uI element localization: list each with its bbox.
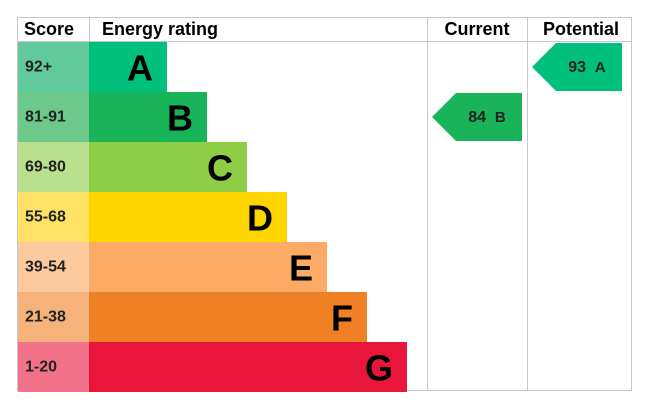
rating-bar <box>89 242 327 292</box>
score-label: 81-91 <box>25 109 66 126</box>
potential-arrow <box>532 43 622 91</box>
header-score: Score <box>24 19 74 39</box>
potential-letter: A <box>595 59 606 76</box>
current-label: 84 B <box>468 109 506 126</box>
rating-bar <box>89 142 247 192</box>
score-cell <box>18 342 89 392</box>
score-cell <box>18 292 89 342</box>
header-rating: Energy rating <box>102 19 218 39</box>
rating-bar <box>89 92 207 142</box>
rating-bar <box>89 192 287 242</box>
rating-bar <box>89 292 367 342</box>
current-letter: B <box>495 109 506 126</box>
score-cell <box>18 92 89 142</box>
current-value: 84 <box>468 109 486 126</box>
rating-letter: G <box>365 348 393 389</box>
score-label: 21-38 <box>25 309 66 326</box>
score-label: 39-54 <box>25 259 66 276</box>
score-cell <box>18 192 89 242</box>
potential-label: 93 A <box>568 59 606 76</box>
header-current: Current <box>444 19 509 39</box>
score-cell <box>18 142 89 192</box>
rating-letter: A <box>127 48 153 89</box>
rating-letter: E <box>289 248 313 289</box>
rating-letter: D <box>247 198 273 239</box>
score-label: 55-68 <box>25 209 66 226</box>
score-cell <box>18 242 89 292</box>
rating-bar <box>89 42 167 92</box>
rating-bar <box>89 342 407 392</box>
score-label: 69-80 <box>25 159 66 176</box>
score-label: 92+ <box>25 59 52 76</box>
current-arrow <box>432 93 522 141</box>
rating-letter: C <box>207 148 233 189</box>
potential-value: 93 <box>568 59 586 76</box>
rating-letter: F <box>331 298 353 339</box>
score-label: 1-20 <box>25 359 57 376</box>
header-potential: Potential <box>543 19 619 39</box>
rating-letter: B <box>167 98 193 139</box>
score-cell <box>18 42 89 92</box>
